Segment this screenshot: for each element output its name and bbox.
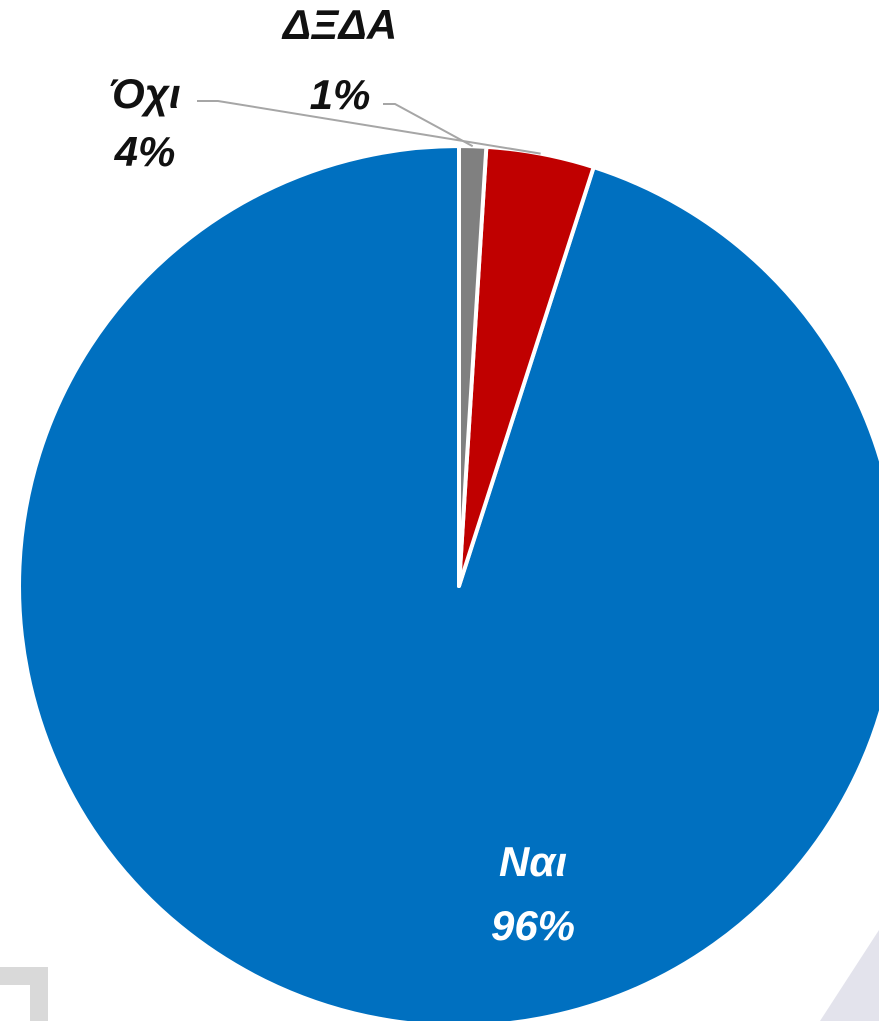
corner-bracket-shape — [0, 967, 48, 1021]
slice-labels: Ναι 96% Όχι 4% ΔΞΔΑ 1% — [109, 1, 575, 949]
pie-slice-1 — [17, 144, 879, 1021]
corner-wedge-shape — [820, 930, 879, 1021]
slice-percent-label: 96% — [491, 902, 575, 949]
slice-category-label: Όχι — [109, 70, 180, 117]
corner-decoration — [0, 930, 879, 1021]
pie-slices — [17, 144, 879, 1021]
slice-percent-label: 1% — [310, 71, 371, 118]
slice-category-label: ΔΞΔΑ — [281, 1, 397, 48]
leader-line-2 — [197, 100, 541, 155]
slice-category-label: Ναι — [499, 838, 567, 885]
leader-lines — [197, 100, 541, 155]
leader-line-3 — [383, 103, 474, 148]
slice-percent-label: 4% — [114, 128, 176, 175]
